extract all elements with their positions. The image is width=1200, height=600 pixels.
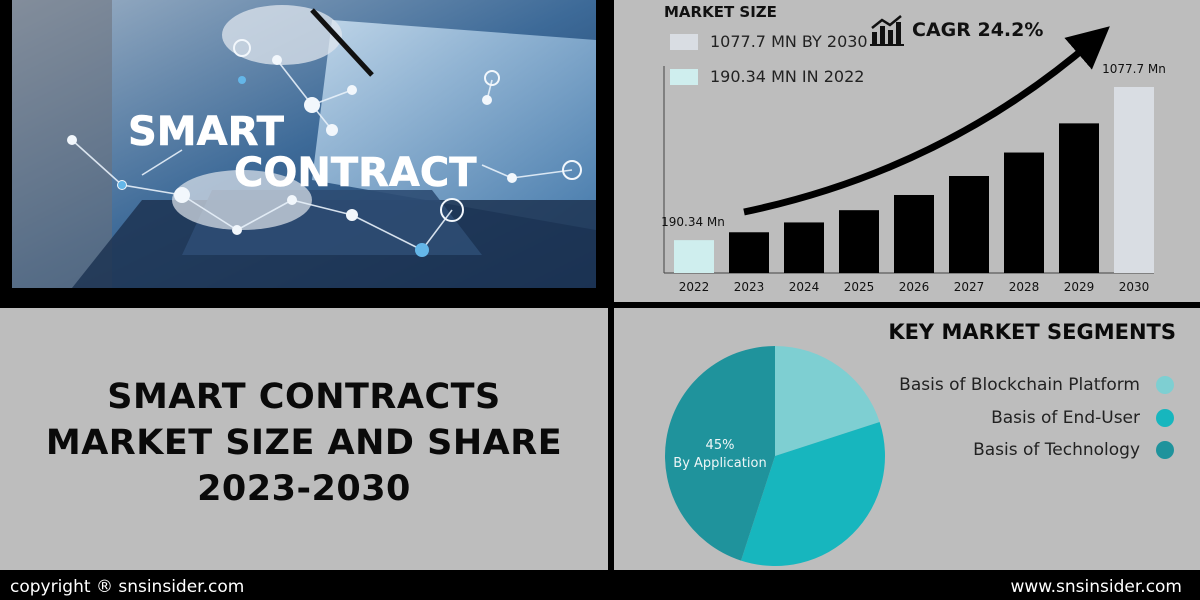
pie-slice-1: [775, 346, 880, 456]
hero-photo: SMART CONTRACT: [12, 0, 596, 288]
report-title-line3: 2023-2030: [197, 469, 411, 509]
hero-photo-illustration: SMART CONTRACT: [12, 0, 596, 288]
bar-2022: [674, 240, 714, 273]
segment-legend-dot: [1156, 376, 1174, 394]
bar-growth-icon: [870, 15, 904, 46]
segment-legend-dot: [1156, 441, 1174, 459]
legend-label-2022: 190.34 MN IN 2022: [710, 67, 865, 86]
segment-legend-label: Basis of Technology: [973, 440, 1140, 460]
key-segments-title: KEY MARKET SEGMENTS: [888, 320, 1176, 344]
report-title-panel: SMART CONTRACTS MARKET SIZE AND SHARE 20…: [0, 308, 608, 570]
legend-swatch-2030: [670, 33, 698, 50]
hero-photo-panel: SMART CONTRACT: [0, 0, 608, 302]
segment-legend-label: Basis of End-User: [991, 408, 1140, 428]
bar-2027: [949, 176, 989, 273]
x-tick-label: 2025: [844, 280, 875, 294]
photo-text-contract: CONTRACT: [234, 150, 477, 196]
pie-slice-2: [741, 422, 885, 566]
legend-label-2030: 1077.7 MN BY 2030: [710, 32, 868, 51]
segment-legend-end-user: Basis of End-User: [991, 406, 1174, 430]
cagr-value: CAGR 24.2%: [912, 19, 1044, 41]
key-segments-pie-chart: 45% By Application: [665, 346, 885, 566]
segment-legend-label: Basis of Blockchain Platform: [899, 375, 1140, 395]
cagr-block: CAGR 24.2%: [870, 14, 1043, 46]
x-tick-label: 2030: [1119, 280, 1150, 294]
bar-2023: [729, 232, 769, 273]
x-tick-label: 2023: [734, 280, 765, 294]
market-size-panel: MARKET SIZE 1077.7 MN BY 2030 190.34 MN …: [614, 0, 1200, 302]
x-tick-label: 2026: [899, 280, 930, 294]
x-tick-label: 2029: [1064, 280, 1095, 294]
x-tick-label: 2028: [1009, 280, 1040, 294]
x-tick-label: 2022: [679, 280, 710, 294]
legend-2030: 1077.7 MN BY 2030: [670, 32, 868, 51]
bar-2028: [1004, 152, 1044, 273]
legend-2022: 190.34 MN IN 2022: [670, 67, 864, 86]
report-title: SMART CONTRACTS MARKET SIZE AND SHARE 20…: [0, 374, 608, 512]
x-tick-label: 2024: [789, 280, 820, 294]
bar-2030: [1114, 87, 1154, 273]
bar-data-label: 190.34 Mn: [661, 215, 725, 229]
bar-2029: [1059, 123, 1099, 274]
report-title-line2: MARKET SIZE AND SHARE: [45, 423, 563, 463]
key-segments-panel: KEY MARKET SEGMENTS Basis of Blockchain …: [614, 308, 1200, 570]
bar-2024: [784, 222, 824, 273]
x-tick-label: 2027: [954, 280, 985, 294]
segment-legend-blockchain: Basis of Blockchain Platform: [899, 373, 1174, 397]
website-link[interactable]: www.snsinsider.com: [1010, 577, 1182, 597]
pie-slice-label-text: By Application: [673, 456, 766, 471]
pie-slice-3: [665, 346, 775, 561]
report-title-line1: SMART CONTRACTS: [107, 377, 501, 417]
pie-slice-label-value: 45%: [706, 438, 735, 453]
segment-legend-technology: Basis of Technology: [973, 438, 1174, 462]
market-size-bar-chart: 2022 190.34 Mn 2023 2024 2025 2026 2027 2028 202…: [661, 26, 1166, 294]
bar-2026: [894, 194, 934, 273]
copyright-text: copyright ® snsinsider.com: [10, 577, 245, 597]
legend-swatch-2022: [670, 68, 698, 85]
market-size-title: MARKET SIZE: [664, 3, 777, 21]
growth-trend-arrow: [743, 26, 1110, 216]
bar-2025: [839, 210, 879, 273]
footer: copyright ® snsinsider.com www.snsinside…: [0, 570, 1200, 600]
bar-data-label: 1077.7 Mn: [1102, 62, 1166, 76]
photo-text-smart: SMART: [128, 109, 285, 155]
segment-legend-dot: [1156, 409, 1174, 427]
